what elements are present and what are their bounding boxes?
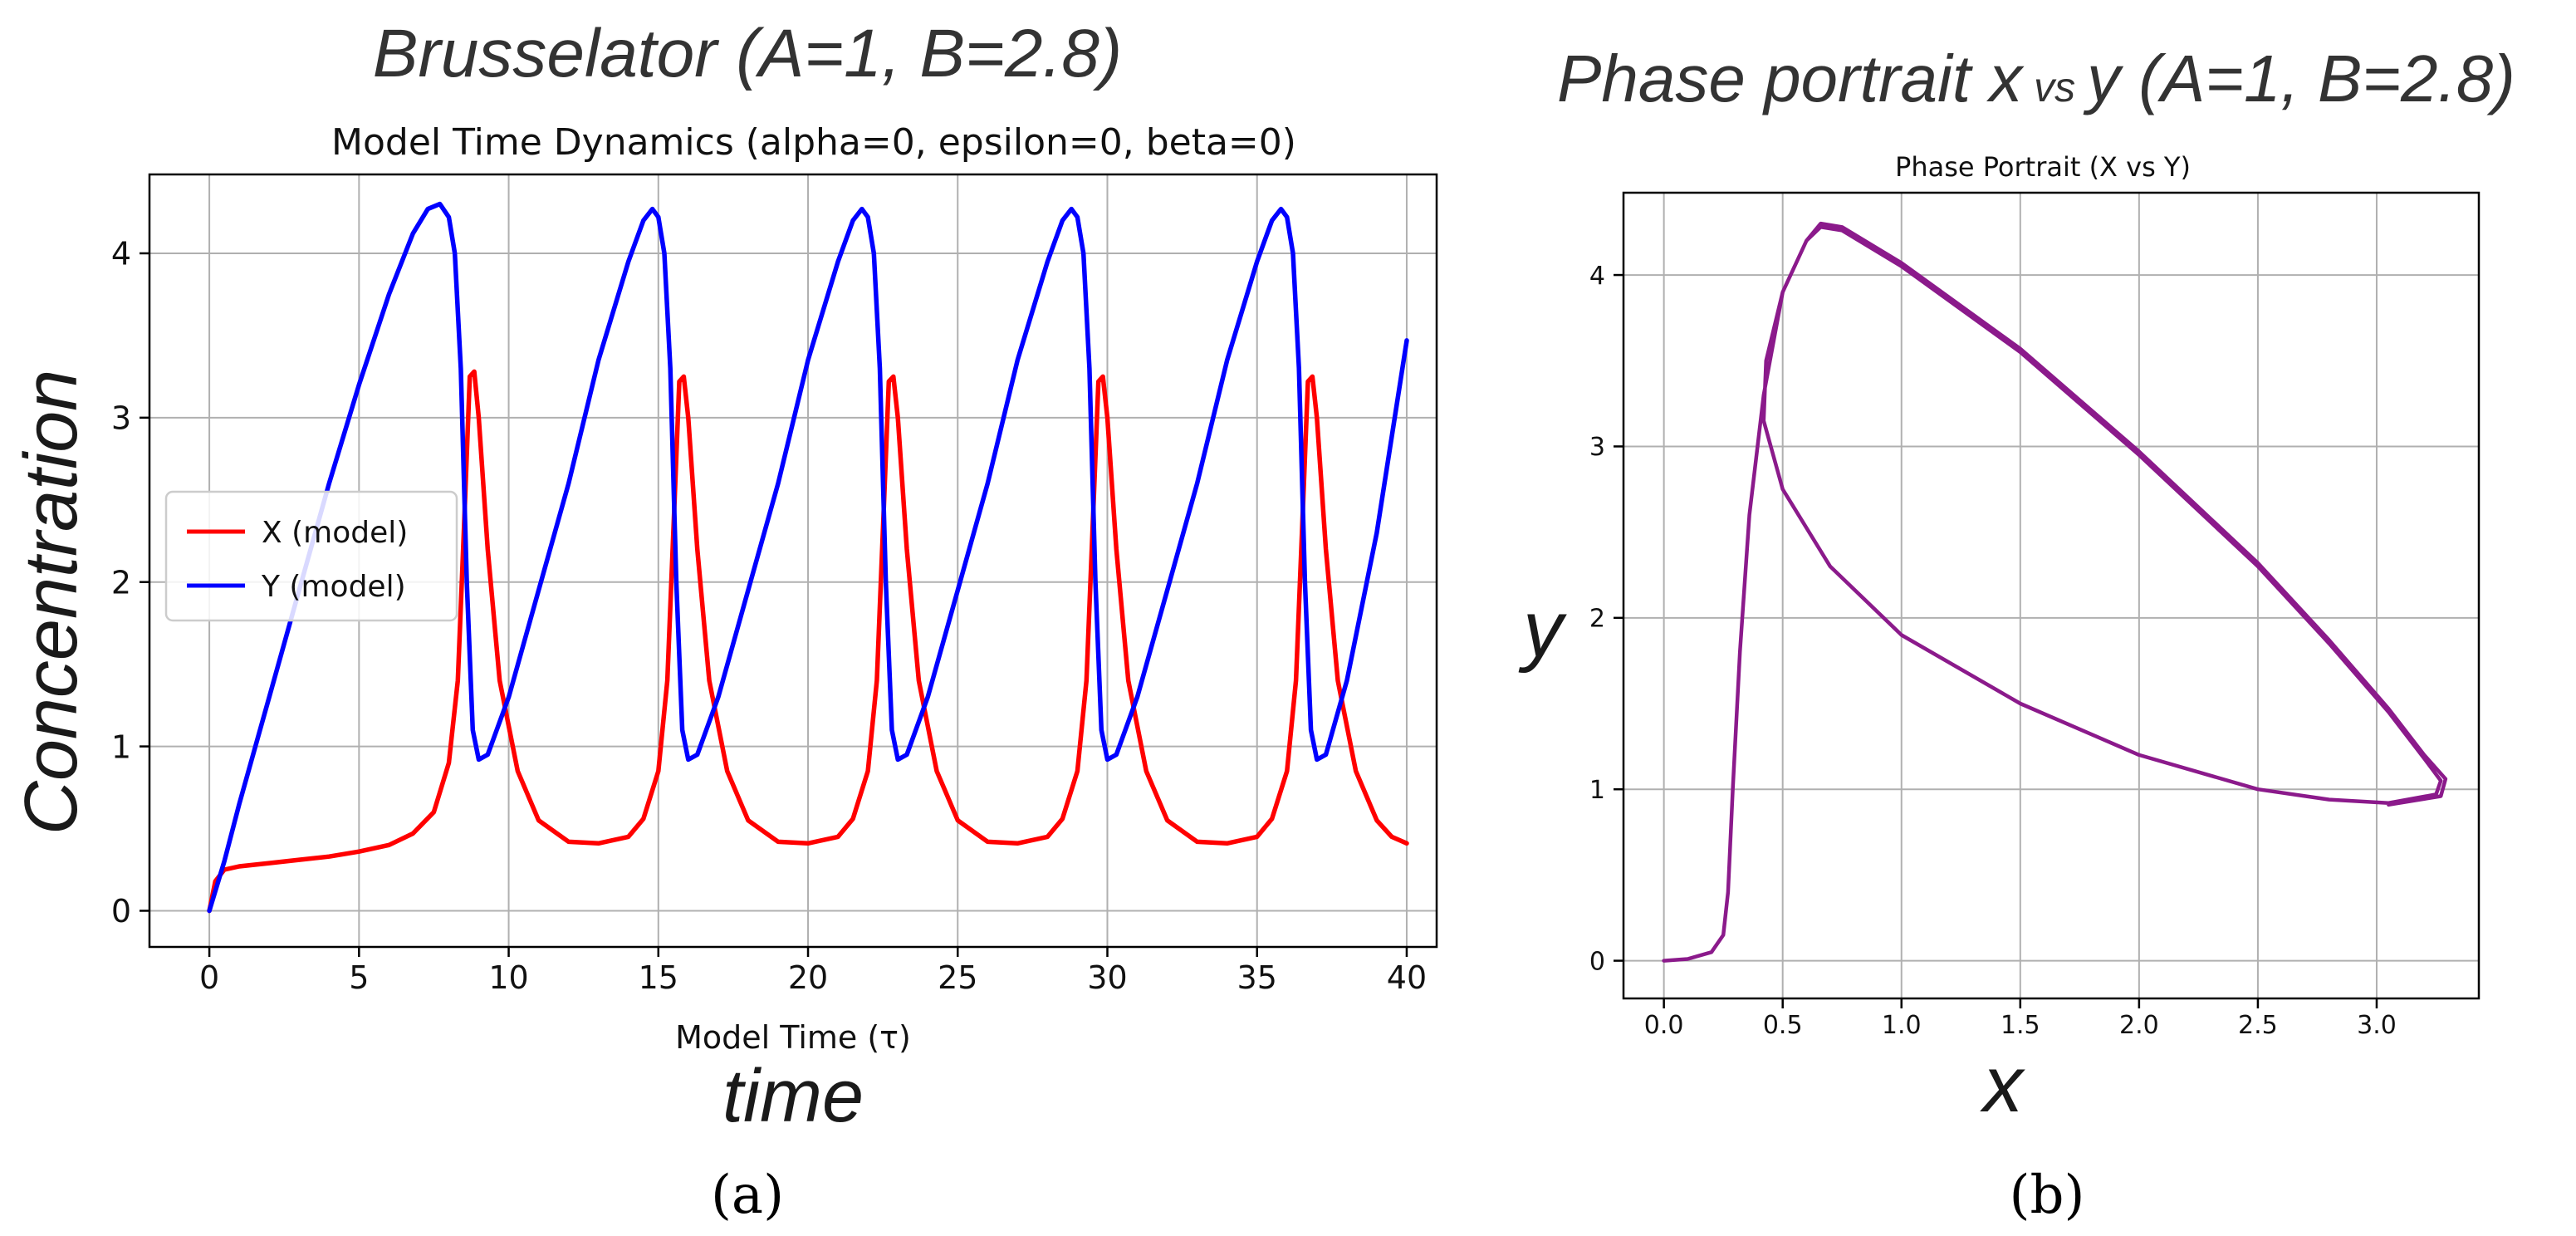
legend-label-x: X (model) xyxy=(262,516,408,550)
time-dynamics-ytick-label-0: 0 xyxy=(111,893,131,929)
overlay-title-params: (A=1, B=2.8) xyxy=(2120,42,2515,115)
time-outer-xlabel: time xyxy=(722,1055,864,1138)
phase-portrait-ytick-label-1: 1 xyxy=(1589,776,1605,805)
time-dynamics-xtick-label-0: 0 xyxy=(199,959,219,996)
phase-portrait-ytick-label-4: 4 xyxy=(1589,262,1605,291)
phase-portrait-overlay-title: Phase portrait x vs y (A=1, B=2.8) xyxy=(1557,42,2515,115)
time-dynamics-xtick-label-8: 40 xyxy=(1387,959,1427,996)
y-outer-ylabel: y xyxy=(1518,585,1567,674)
phase-portrait-xtick-label-0: 0.0 xyxy=(1644,1011,1684,1040)
overlay-title-y: y xyxy=(2083,42,2124,115)
time-dynamics-series xyxy=(207,201,1409,914)
phase-portrait-series-line-0 xyxy=(1662,221,2448,963)
phase-portrait-xtick-label-3: 1.5 xyxy=(2001,1011,2040,1040)
time-dynamics-xlabel: Model Time (τ) xyxy=(675,1019,911,1056)
time-dynamics-ticks: 0 5 10 15 20 25 30 35 40 0 1 2 3 4 xyxy=(111,236,1427,996)
phase-portrait-chart: Phase portrait x vs y (A=1, B=2.8) Phase… xyxy=(1518,42,2515,1226)
phase-portrait-ytick-label-3: 3 xyxy=(1589,433,1605,462)
time-dynamics-xtick-label-3: 15 xyxy=(639,959,678,996)
x-outer-xlabel: x xyxy=(1980,1040,2025,1129)
time-dynamics-xtick-label-5: 25 xyxy=(938,959,977,996)
legend-label-y: Y (model) xyxy=(261,570,406,604)
overlay-title-main: Phase portrait xyxy=(1557,42,1989,115)
phase-portrait-xtick-label-6: 3.0 xyxy=(2357,1011,2397,1040)
phase-portrait-ticks: 0.0 0.5 1.0 1.5 2.0 2.5 3.0 0 1 2 3 4 xyxy=(1589,262,2397,1040)
time-dynamics-xtick-label-2: 10 xyxy=(488,959,528,996)
legend-box xyxy=(164,490,458,622)
time-dynamics-plot-frame xyxy=(148,173,1438,949)
time-dynamics-series-line-1 xyxy=(207,201,1409,914)
time-dynamics-ytick-label-1: 1 xyxy=(111,728,131,765)
phase-portrait-ytick-label-2: 2 xyxy=(1589,605,1605,634)
time-dynamics-xtick-label-7: 35 xyxy=(1237,959,1277,996)
time-dynamics-xtick-label-4: 20 xyxy=(788,959,828,996)
overlay-title-vs: vs xyxy=(2022,64,2087,110)
panel-label-b: (b) xyxy=(2010,1165,2085,1226)
time-dynamics-xtick-label-6: 30 xyxy=(1087,959,1127,996)
time-dynamics-legend: X (model) Y (model) xyxy=(164,490,458,622)
phase-portrait-title: Phase Portrait (X vs Y) xyxy=(1895,151,2191,183)
concentration-outer-ylabel: Concentration xyxy=(10,370,93,835)
time-dynamics-xtick-label-1: 5 xyxy=(349,959,369,996)
overlay-title-x: x xyxy=(1986,42,2025,115)
time-dynamics-ytick-label-2: 2 xyxy=(111,564,131,601)
phase-portrait-xtick-label-1: 0.5 xyxy=(1763,1011,1803,1040)
phase-portrait-ytick-label-0: 0 xyxy=(1589,947,1605,976)
time-dynamics-title: Model Time Dynamics (alpha=0, epsilon=0,… xyxy=(331,121,1296,164)
time-dynamics-ytick-label-4: 4 xyxy=(111,236,131,272)
phase-portrait-series xyxy=(1662,221,2448,963)
phase-portrait-grid xyxy=(1623,193,2479,998)
brusselator-overlay-title: Brusselator (A=1, B=2.8) xyxy=(373,16,1122,91)
phase-portrait-xtick-label-5: 2.5 xyxy=(2238,1011,2278,1040)
phase-portrait-xtick-label-2: 1.0 xyxy=(1882,1011,1922,1040)
phase-portrait-plot-frame xyxy=(1622,191,2481,1000)
time-dynamics-ytick-label-3: 3 xyxy=(111,400,131,437)
time-dynamics-chart: Brusselator (A=1, B=2.8) Model Time Dyna… xyxy=(10,16,1438,1226)
phase-portrait-xtick-label-4: 2.0 xyxy=(2119,1011,2159,1040)
panel-label-a: (a) xyxy=(711,1165,784,1226)
